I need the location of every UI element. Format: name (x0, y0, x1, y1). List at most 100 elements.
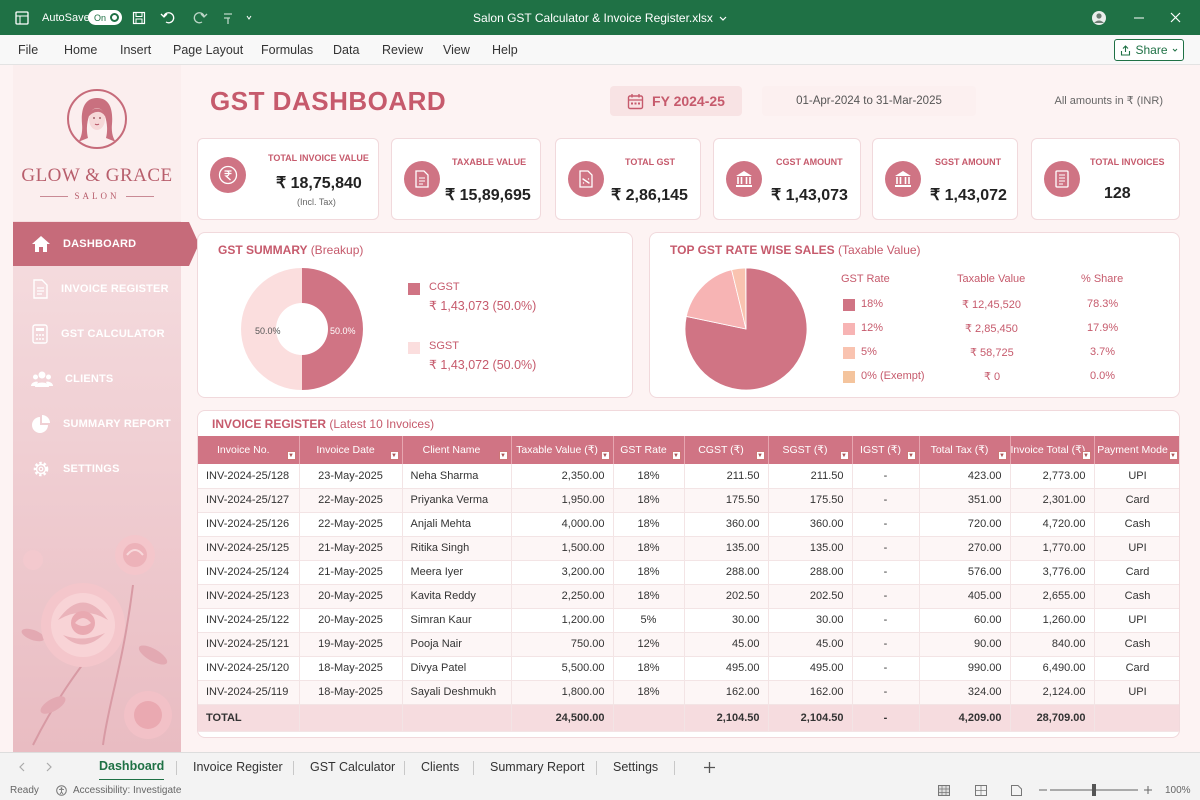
zoom-slider-handle[interactable] (1092, 784, 1096, 796)
cell-invoice-total[interactable]: 2,301.00 (1010, 488, 1095, 513)
menu-insert[interactable]: Insert (120, 43, 152, 57)
cell-payment-mode[interactable]: Cash (1094, 512, 1179, 537)
cell-taxable-value[interactable]: 5,500.00 (511, 656, 614, 681)
sidebar-item-gst-calculator[interactable]: GST CALCULATOR (13, 312, 181, 356)
sidebar-item-invoice-register[interactable]: INVOICE REGISTER (13, 267, 181, 311)
scroll-tabs-left-icon[interactable] (18, 753, 26, 781)
menu-data[interactable]: Data (333, 43, 360, 57)
menu-page-layout[interactable]: Page Layout (173, 43, 244, 57)
cell-igst[interactable]: - (852, 632, 920, 657)
cell-invoice-date[interactable]: 22-May-2025 (299, 488, 403, 513)
cell-igst[interactable]: - (852, 536, 920, 561)
column-header-gst-rate[interactable]: GST Rate ▼ (613, 436, 685, 464)
cell-client-name[interactable]: Anjali Mehta (402, 512, 512, 537)
filter-dropdown-icon[interactable]: ▼ (1081, 451, 1091, 460)
cell-sgst[interactable]: 135.00 (768, 536, 853, 561)
cell-invoice-date[interactable]: 21-May-2025 (299, 536, 403, 561)
filter-dropdown-icon[interactable]: ▼ (906, 451, 916, 460)
cell-cgst[interactable]: 288.00 (684, 560, 769, 585)
cell-total-tax[interactable]: 405.00 (919, 584, 1011, 609)
cell-invoice-total[interactable]: 2,124.00 (1010, 680, 1095, 705)
cell-igst[interactable]: - (852, 656, 920, 681)
account-avatar-icon[interactable] (1091, 0, 1107, 35)
cell-sgst[interactable]: 202.50 (768, 584, 853, 609)
cell-sgst[interactable]: 288.00 (768, 560, 853, 585)
tab-invoice-register[interactable]: Invoice Register (193, 760, 283, 774)
sidebar-item-dashboard[interactable]: DASHBOARD (13, 222, 199, 266)
cell-sgst[interactable]: 360.00 (768, 512, 853, 537)
filter-dropdown-icon[interactable]: ▼ (997, 451, 1007, 460)
cell-total-tax[interactable]: 351.00 (919, 488, 1011, 513)
cell-payment-mode[interactable]: Card (1094, 560, 1179, 585)
table-row[interactable]: INV-2024-25/124 21-May-2025 Meera Iyer 3,20… (198, 560, 1179, 585)
sidebar-item-settings[interactable]: SETTINGS (13, 447, 181, 491)
cell-client-name[interactable]: Pooja Nair (402, 632, 512, 657)
cell-client-name[interactable]: Meera Iyer (402, 560, 512, 585)
tab-dashboard[interactable]: Dashboard (99, 753, 165, 781)
cell-invoice-date[interactable]: 20-May-2025 (299, 608, 403, 633)
filter-dropdown-icon[interactable]: ▼ (671, 451, 681, 460)
title-chevron-down-icon[interactable] (719, 11, 727, 25)
cell-cgst[interactable]: 135.00 (684, 536, 769, 561)
cell-invoice-date[interactable]: 20-May-2025 (299, 584, 403, 609)
cell-client-name[interactable]: Simran Kaur (402, 608, 512, 633)
column-header-cgst[interactable]: CGST (₹) ▼ (684, 436, 769, 464)
cell-invoice-no[interactable]: INV-2024-25/122 (198, 608, 300, 633)
cell-gst-rate[interactable]: 18% (613, 560, 685, 585)
filter-dropdown-icon[interactable]: ▼ (1168, 451, 1178, 460)
cell-invoice-total[interactable]: 6,490.00 (1010, 656, 1095, 681)
cell-taxable-value[interactable]: 4,000.00 (511, 512, 614, 537)
accessibility-status[interactable]: Accessibility: Investigate (56, 780, 181, 800)
cell-total-tax[interactable]: 90.00 (919, 632, 1011, 657)
cell-invoice-date[interactable]: 22-May-2025 (299, 512, 403, 537)
sidebar-item-clients[interactable]: CLIENTS (13, 357, 181, 401)
cell-cgst[interactable]: 175.50 (684, 488, 769, 513)
cell-taxable-value[interactable]: 1,500.00 (511, 536, 614, 561)
cell-client-name[interactable]: Priyanka Verma (402, 488, 512, 513)
cell-invoice-date[interactable]: 21-May-2025 (299, 560, 403, 585)
cell-invoice-total[interactable]: 1,770.00 (1010, 536, 1095, 561)
tab-gst-calculator[interactable]: GST Calculator (310, 760, 396, 774)
table-row[interactable]: INV-2024-25/123 20-May-2025 Kavita Reddy 2,… (198, 584, 1179, 609)
table-row[interactable]: INV-2024-25/122 20-May-2025 Simran Kaur 1,2… (198, 608, 1179, 633)
tab-clients[interactable]: Clients (421, 760, 460, 774)
cell-invoice-no[interactable]: INV-2024-25/120 (198, 656, 300, 681)
redo-icon[interactable] (192, 0, 210, 35)
cell-igst[interactable]: - (852, 584, 920, 609)
cell-payment-mode[interactable]: UPI (1094, 536, 1179, 561)
filter-dropdown-icon[interactable]: ▼ (839, 451, 849, 460)
column-header-igst[interactable]: IGST (₹) ▼ (852, 436, 920, 464)
cell-invoice-date[interactable]: 18-May-2025 (299, 680, 403, 705)
cell-invoice-no[interactable]: INV-2024-25/121 (198, 632, 300, 657)
cell-gst-rate[interactable]: 18% (613, 536, 685, 561)
scroll-tabs-right-icon[interactable] (45, 753, 53, 781)
cell-payment-mode[interactable]: UPI (1094, 464, 1179, 489)
cell-total-tax[interactable]: 576.00 (919, 560, 1011, 585)
cell-client-name[interactable]: Neha Sharma (402, 464, 512, 489)
cell-total-tax[interactable]: 60.00 (919, 608, 1011, 633)
cell-taxable-value[interactable]: 2,250.00 (511, 584, 614, 609)
cell-sgst[interactable]: 45.00 (768, 632, 853, 657)
table-row[interactable]: INV-2024-25/128 23-May-2025 Neha Sharma 2,3… (198, 464, 1179, 489)
cell-invoice-no[interactable]: INV-2024-25/127 (198, 488, 300, 513)
cell-payment-mode[interactable]: Card (1094, 488, 1179, 513)
cell-total-tax[interactable]: 990.00 (919, 656, 1011, 681)
cell-invoice-date[interactable]: 19-May-2025 (299, 632, 403, 657)
cell-igst[interactable]: - (852, 608, 920, 633)
undo-icon[interactable] (160, 0, 178, 35)
filter-dropdown-icon[interactable]: ▼ (498, 451, 508, 460)
cell-cgst[interactable]: 45.00 (684, 632, 769, 657)
cell-gst-rate[interactable]: 18% (613, 656, 685, 681)
cell-invoice-no[interactable]: INV-2024-25/126 (198, 512, 300, 537)
cell-total-tax[interactable]: 270.00 (919, 536, 1011, 561)
table-row[interactable]: INV-2024-25/127 22-May-2025 Priyanka Verma… (198, 488, 1179, 513)
cell-taxable-value[interactable]: 1,950.00 (511, 488, 614, 513)
filter-dropdown-icon[interactable]: ▼ (286, 451, 296, 460)
tab-settings[interactable]: Settings (613, 760, 659, 774)
column-header-client-name[interactable]: Client Name ▼ (402, 436, 512, 464)
cell-igst[interactable]: - (852, 560, 920, 585)
cell-cgst[interactable]: 211.50 (684, 464, 769, 489)
menu-file[interactable]: File (18, 43, 39, 57)
menu-home[interactable]: Home (64, 43, 98, 57)
minimize-icon[interactable] (1134, 0, 1144, 35)
